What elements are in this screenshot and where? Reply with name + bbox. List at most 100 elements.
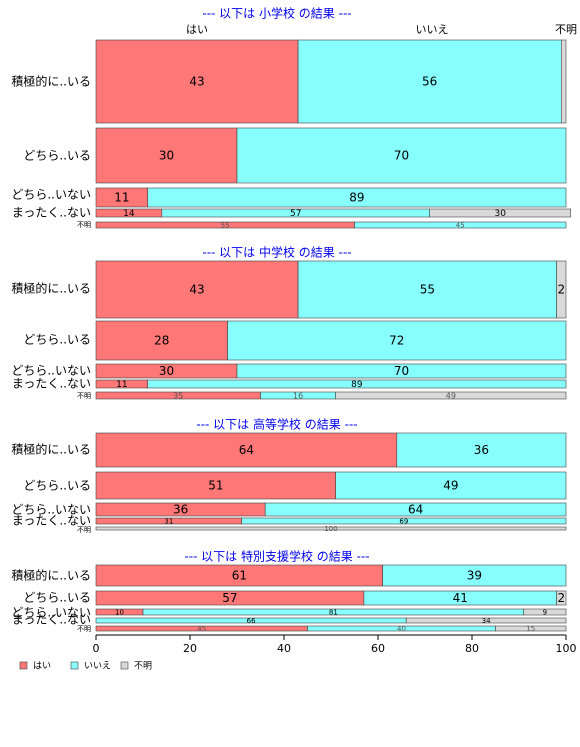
bar-segment xyxy=(297,39,562,124)
x-tick-label: 40 xyxy=(277,642,291,655)
row-label: まったく..ない xyxy=(12,613,91,627)
bar-segment xyxy=(147,187,567,208)
bar-segment xyxy=(95,127,238,184)
bar-segment xyxy=(495,625,567,632)
panel-title: --- 以下は 特別支援学校 の結果 --- xyxy=(184,549,369,564)
bar-segment xyxy=(236,127,567,184)
chart-panels: --- 以下は 小学校 の結果 --- 積極的に..いる 43 56 どちら..いる 30… xyxy=(11,6,572,633)
x-tick-label: 0 xyxy=(93,642,100,655)
bar-segment xyxy=(147,379,567,389)
bar-segment xyxy=(241,517,567,525)
row-label: 積極的に..いる xyxy=(11,568,91,583)
bar-segment xyxy=(396,432,567,468)
data-label: 89 xyxy=(349,191,364,205)
row-label: まったく..ない xyxy=(12,514,91,528)
row-label: 不明 xyxy=(77,526,91,534)
panel-1: --- 以下は 小学校 の結果 --- 積極的に..いる 43 56 どちら..いる 30… xyxy=(11,6,572,230)
panel-title: --- 以下は 小学校 の結果 --- xyxy=(202,6,351,21)
data-label: 55 xyxy=(221,222,230,230)
row-label: どちら..いる xyxy=(23,479,91,493)
bar-segment xyxy=(556,260,567,319)
legend-label: いいえ xyxy=(84,661,111,672)
data-label: 39 xyxy=(467,569,482,583)
bar-segment xyxy=(95,432,398,468)
bar-segment xyxy=(236,363,567,379)
data-label: 100 xyxy=(324,525,337,533)
bar-segment xyxy=(227,320,567,361)
bar-segment xyxy=(382,564,567,587)
bar-segment xyxy=(335,471,567,500)
data-label: 57 xyxy=(290,209,301,219)
row-label: 不明 xyxy=(77,392,91,400)
data-label: 49 xyxy=(446,392,456,401)
data-label: 56 xyxy=(422,75,437,89)
x-tick-label: 100 xyxy=(556,642,577,655)
data-label: 43 xyxy=(189,75,204,89)
data-label: 35 xyxy=(173,392,183,401)
data-label: 61 xyxy=(232,569,247,583)
data-label: 15 xyxy=(526,625,535,633)
data-label: 45 xyxy=(456,222,465,230)
bar-segment xyxy=(297,260,557,319)
data-label: 14 xyxy=(123,209,135,219)
bar-segment xyxy=(95,526,567,531)
legend-label: 不明 xyxy=(134,661,152,672)
header-label-yes: はい xyxy=(186,23,208,36)
data-label: 51 xyxy=(208,479,223,493)
header-label-no: いいえ xyxy=(416,23,449,36)
panel-title: --- 以下は 高等学校 の結果 --- xyxy=(196,417,357,432)
data-label: 30 xyxy=(494,209,506,219)
data-label: 34 xyxy=(482,617,491,625)
data-label: 41 xyxy=(453,591,468,605)
data-label: 30 xyxy=(159,149,174,163)
data-label: 64 xyxy=(239,443,254,457)
legend: はい いいえ 不明 xyxy=(19,661,152,672)
bar-segment xyxy=(95,471,336,500)
data-label: 57 xyxy=(222,591,237,605)
row-label: どちら..いない xyxy=(11,188,91,202)
data-label: 2 xyxy=(557,283,565,297)
data-label: 16 xyxy=(293,392,303,401)
legend-swatch xyxy=(70,661,79,670)
data-label: 31 xyxy=(164,518,173,526)
data-label: 30 xyxy=(159,364,174,378)
data-label: 11 xyxy=(116,380,127,390)
header-label-unknown: 不明 xyxy=(555,23,577,36)
data-label: 64 xyxy=(408,503,423,517)
data-label: 81 xyxy=(329,609,338,617)
row-label: どちら..いる xyxy=(23,333,91,347)
data-label: 45 xyxy=(197,625,206,633)
row-label: 積極的に..いる xyxy=(11,74,91,89)
data-label: 66 xyxy=(247,617,256,625)
data-label: 9 xyxy=(543,609,547,617)
data-label: 43 xyxy=(189,283,204,297)
row-label: どちら..いる xyxy=(23,149,91,163)
row-label: 不明 xyxy=(77,625,91,633)
data-label: 49 xyxy=(443,479,458,493)
data-label: 69 xyxy=(399,518,408,526)
legend-label: はい xyxy=(33,661,51,672)
row-label: 不明 xyxy=(77,221,91,229)
row-label: まったく..ない xyxy=(12,377,91,391)
panel-title: --- 以下は 中学校 の結果 --- xyxy=(202,245,351,260)
data-label: 2 xyxy=(557,591,565,605)
bar-segment xyxy=(95,260,299,319)
bar-segment xyxy=(335,391,567,400)
data-label: 36 xyxy=(474,443,489,457)
row-label: どちら..いない xyxy=(11,503,91,517)
data-label: 72 xyxy=(389,334,404,348)
bar-segment xyxy=(429,208,572,218)
bar-segment xyxy=(560,39,567,124)
bar-segment xyxy=(523,608,567,616)
x-tick-label: 20 xyxy=(183,642,197,655)
row-label: どちら..いない xyxy=(11,364,91,378)
row-label: どちら..いない xyxy=(11,606,91,620)
x-tick-label: 80 xyxy=(465,642,479,655)
data-label: 55 xyxy=(420,283,435,297)
panel-4: --- 以下は 特別支援学校 の結果 --- 積極的に..いる 61 39 どちら..い… xyxy=(11,549,567,633)
data-label: 36 xyxy=(173,503,188,517)
bar-segment xyxy=(95,39,299,124)
row-label: どちら..いる xyxy=(23,591,91,605)
row-label: 積極的に..いる xyxy=(11,281,91,296)
